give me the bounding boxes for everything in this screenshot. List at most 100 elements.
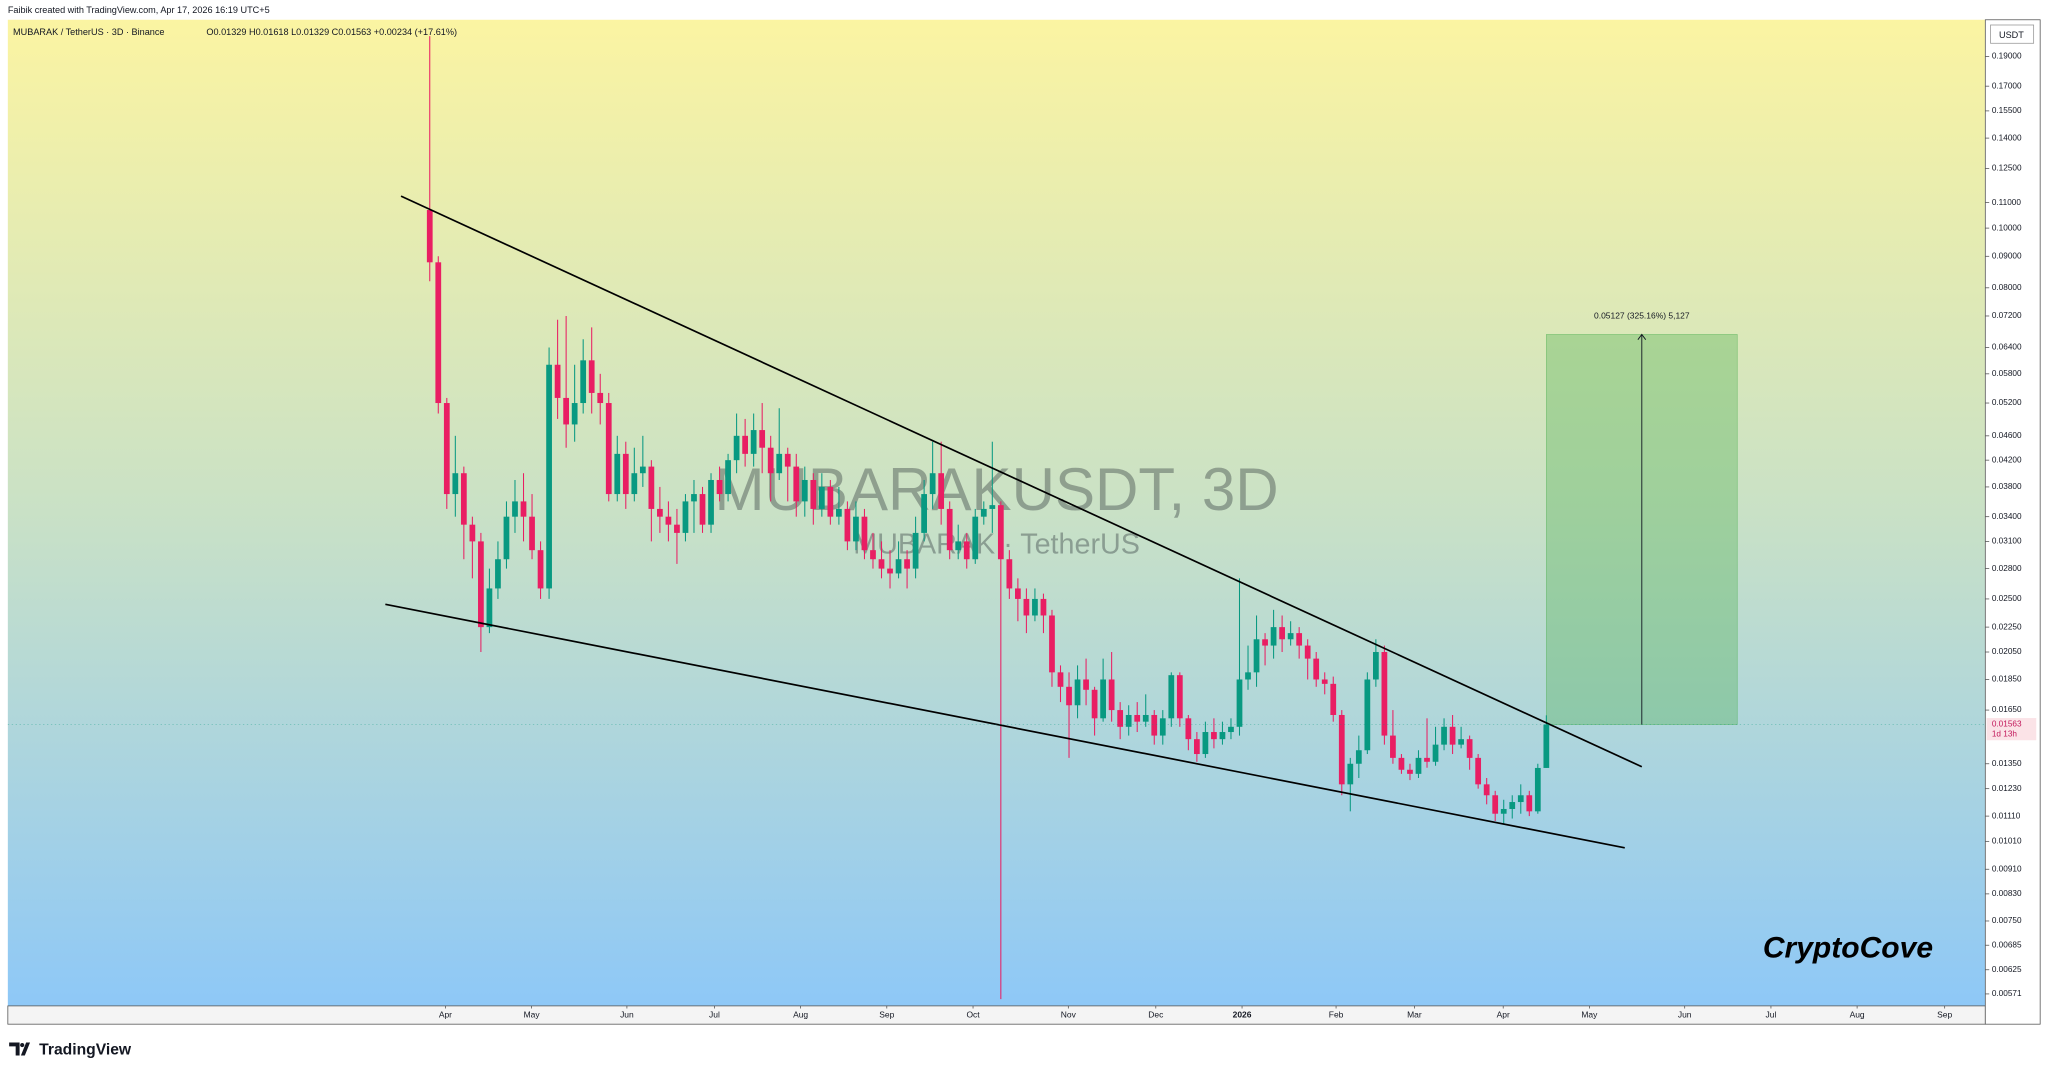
symbol: MUBARAK / TetherUS · 3D · Binance	[13, 27, 164, 37]
candle-body	[1074, 679, 1081, 706]
candle-body	[870, 550, 876, 560]
candle-body	[1219, 732, 1226, 740]
candle-body	[750, 430, 757, 454]
candle-body	[1517, 795, 1524, 803]
currency-box	[1990, 24, 2035, 44]
y-tick-label: 0.14000	[1992, 133, 2022, 142]
candle-body	[980, 508, 987, 517]
candle-body	[836, 508, 842, 517]
candle-body	[1253, 639, 1260, 673]
countdown: 1d 13h	[1992, 730, 2018, 739]
candle-body	[1125, 714, 1132, 727]
y-tick-label: 0.05200	[1992, 398, 2022, 407]
candle-body	[878, 559, 885, 569]
candle-body	[759, 430, 766, 448]
trendline	[400, 195, 1643, 768]
x-tick-label: Mar	[1407, 1009, 1422, 1019]
candle-body	[1091, 689, 1098, 719]
candle-body	[1330, 683, 1337, 715]
candle-body	[478, 541, 484, 628]
candle-body	[1347, 763, 1354, 785]
candle-body	[1390, 735, 1396, 758]
brand: TradingView	[39, 1041, 132, 1058]
x-tick-label: Apr	[1497, 1009, 1510, 1019]
candle-body	[725, 460, 731, 495]
y-tick-label: 0.03100	[1992, 537, 2022, 546]
candle-body	[435, 262, 442, 404]
y-tick-label: 0.07200	[1992, 311, 2022, 320]
y-axis	[1984, 19, 2041, 1025]
candle-body	[495, 559, 501, 589]
candle-body	[631, 473, 638, 495]
candle-body	[1262, 639, 1268, 646]
candle-body	[938, 473, 945, 509]
candle-body	[1304, 645, 1311, 659]
candle-body	[818, 486, 825, 509]
y-tick-label: 0.04600	[1992, 431, 2022, 440]
candle-body	[1211, 732, 1217, 740]
y-tick-label: 0.00685	[1992, 940, 2022, 949]
candle-body	[546, 364, 552, 589]
candle-body	[460, 473, 467, 525]
y-tick-label: 0.04200	[1992, 455, 2022, 464]
candle-body	[665, 516, 672, 525]
candle-body	[1321, 679, 1328, 684]
candle-body	[1483, 784, 1490, 796]
candle-body	[1151, 714, 1158, 736]
candle-body	[512, 501, 518, 517]
candle-body	[827, 486, 834, 517]
candle-body	[1142, 714, 1149, 722]
x-tick-label: Sep	[1937, 1009, 1952, 1019]
candle-body	[1534, 767, 1541, 812]
x-tick-label: Jun	[620, 1009, 634, 1019]
candle-body	[1236, 679, 1243, 727]
y-tick-label: 0.00571	[1992, 989, 2022, 998]
y-tick-label: 0.00625	[1992, 965, 2022, 974]
candle-body	[537, 550, 544, 589]
y-tick-label: 0.03800	[1992, 482, 2022, 491]
candle-body	[1355, 750, 1362, 764]
signature: CryptoCove	[1763, 932, 1933, 965]
x-tick-label: Aug	[1850, 1009, 1865, 1019]
x-tick-label: Oct	[966, 1009, 980, 1019]
candle-body	[767, 447, 774, 474]
candle-body	[708, 479, 714, 525]
x-tick-label: Dec	[1148, 1009, 1164, 1019]
candle-body	[529, 516, 535, 551]
x-tick-label: Sep	[879, 1009, 894, 1019]
candle-body	[622, 453, 629, 495]
currency: USDT	[1999, 30, 2024, 40]
candle-body	[1176, 675, 1183, 719]
candle-body	[1279, 627, 1285, 640]
candle-body	[1509, 802, 1516, 809]
y-tick-label: 0.02500	[1992, 594, 2022, 603]
candle-body	[563, 397, 570, 425]
candle-body	[1023, 598, 1030, 616]
candle-body	[1492, 795, 1499, 814]
trendline	[385, 603, 1625, 849]
candle-body	[1245, 672, 1251, 680]
y-tick-label: 0.15500	[1992, 106, 2022, 115]
candle-body	[1040, 598, 1047, 616]
ohlc-header: O0.01329 H0.01618 L0.01329 C0.01563 +0.0…	[206, 27, 457, 37]
target-arrowhead	[1637, 333, 1647, 340]
x-tick-label: Feb	[1329, 1009, 1344, 1019]
y-tick-label: 0.00750	[1992, 916, 2022, 925]
y-tick-label: 0.02800	[1992, 564, 2022, 573]
candle-body	[895, 559, 902, 574]
candle-body	[716, 479, 723, 495]
candle-body	[929, 473, 936, 495]
x-tick-label: Jun	[1678, 1009, 1692, 1019]
y-tick-label: 0.05800	[1992, 369, 2022, 378]
candle-body	[657, 508, 663, 517]
y-tick-label: 0.12500	[1992, 164, 2022, 173]
candle-body	[503, 516, 510, 560]
x-tick-label: Jul	[709, 1009, 720, 1019]
y-tick-label: 0.02250	[1992, 622, 2022, 631]
candle-body	[1466, 739, 1473, 758]
y-tick-label: 0.17000	[1992, 81, 2022, 90]
candle-body	[580, 360, 587, 404]
y-tick-label: 0.06400	[1992, 343, 2022, 352]
candle-body	[810, 479, 817, 509]
